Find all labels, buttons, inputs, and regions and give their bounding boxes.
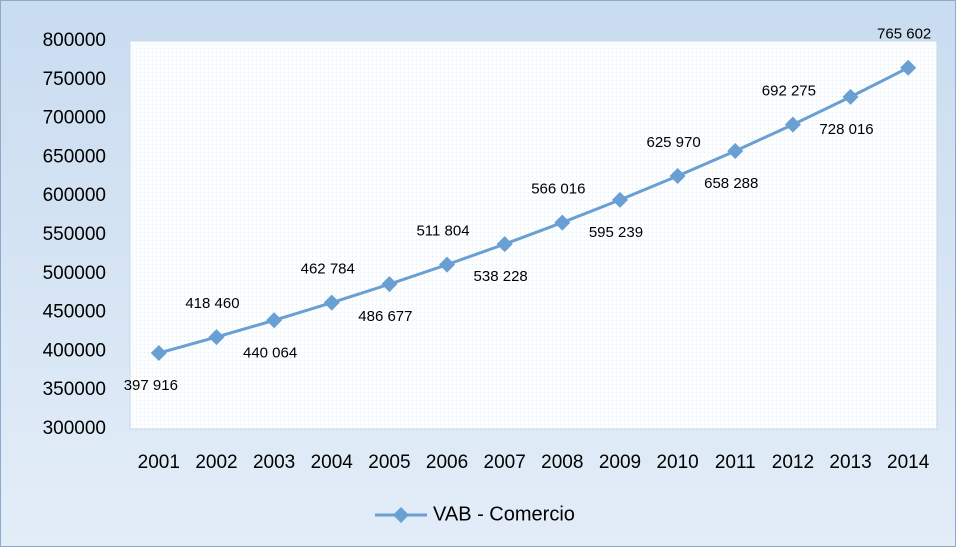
marker xyxy=(439,256,456,273)
data-label: 538 228 xyxy=(474,268,528,285)
y-tick-label: 550000 xyxy=(43,224,106,245)
x-tick-label: 2009 xyxy=(599,452,641,473)
y-tick-label: 750000 xyxy=(43,69,106,90)
y-tick-label: 400000 xyxy=(43,340,106,361)
marker xyxy=(208,329,225,346)
marker xyxy=(381,276,398,293)
data-label: 692 275 xyxy=(762,83,816,100)
marker xyxy=(611,191,628,208)
data-label: 765 602 xyxy=(877,26,931,43)
data-label: 566 016 xyxy=(531,181,585,198)
x-tick-label: 2002 xyxy=(195,452,237,473)
y-tick-label: 700000 xyxy=(43,108,106,129)
marker xyxy=(150,345,167,362)
data-label: 418 460 xyxy=(185,295,239,312)
data-label: 511 804 xyxy=(416,223,469,240)
data-label: 595 239 xyxy=(589,224,643,241)
x-tick-label: 2003 xyxy=(253,452,295,473)
x-tick-label: 2010 xyxy=(656,452,698,473)
data-label: 658 288 xyxy=(704,175,758,192)
y-tick-label: 650000 xyxy=(43,146,106,167)
data-label: 462 784 xyxy=(301,261,355,278)
data-label: 728 016 xyxy=(819,121,873,138)
legend-marker xyxy=(393,507,409,523)
marker xyxy=(554,214,571,231)
y-tick-label: 300000 xyxy=(43,418,106,439)
marker xyxy=(727,142,744,159)
y-tick-label: 350000 xyxy=(43,379,106,400)
y-tick-label: 450000 xyxy=(43,302,106,323)
marker xyxy=(496,236,513,253)
x-tick-label: 2013 xyxy=(829,452,871,473)
x-tick-label: 2004 xyxy=(311,452,354,473)
legend-label: VAB - Comercio xyxy=(433,503,575,525)
marker xyxy=(842,88,859,105)
marker xyxy=(266,312,283,329)
x-tick-label: 2005 xyxy=(368,452,410,473)
marker xyxy=(784,116,801,133)
data-label: 397 916 xyxy=(124,377,178,394)
data-label: 625 970 xyxy=(646,134,700,151)
y-tick-label: 800000 xyxy=(43,30,106,51)
x-tick-label: 2011 xyxy=(715,452,756,473)
x-tick-label: 2006 xyxy=(426,452,468,473)
y-tick-label: 600000 xyxy=(43,185,106,206)
plot-area xyxy=(129,40,938,430)
x-tick-label: 2012 xyxy=(772,452,814,473)
marker xyxy=(669,168,686,185)
marker xyxy=(900,59,917,76)
x-tick-label: 2014 xyxy=(887,452,930,473)
x-tick-label: 2007 xyxy=(484,452,526,473)
x-tick-label: 2008 xyxy=(541,452,583,473)
series-line xyxy=(158,66,909,355)
x-tick-label: 2001 xyxy=(138,452,180,473)
marker xyxy=(323,294,340,311)
y-tick-label: 500000 xyxy=(43,263,106,284)
data-label: 440 064 xyxy=(243,344,297,361)
data-label: 486 677 xyxy=(358,308,412,325)
